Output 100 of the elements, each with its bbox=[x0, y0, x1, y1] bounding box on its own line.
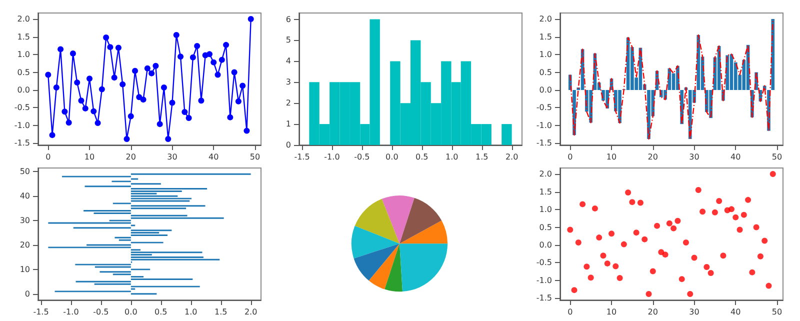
y-tick-label: 1.0 bbox=[539, 205, 552, 214]
point bbox=[720, 252, 726, 259]
x-tick-label: 30 bbox=[167, 152, 178, 162]
point bbox=[94, 120, 101, 126]
point bbox=[82, 105, 88, 112]
y-tick-label: 0 bbox=[24, 289, 30, 298]
y-tick-label: 2.0 bbox=[539, 14, 552, 24]
point bbox=[700, 208, 706, 215]
point bbox=[66, 120, 72, 126]
point bbox=[186, 115, 192, 122]
x-tick-label: 0.5 bbox=[154, 308, 168, 316]
x-tick-label: 0.0 bbox=[124, 308, 138, 316]
point bbox=[646, 290, 652, 297]
point bbox=[210, 59, 217, 66]
point bbox=[712, 209, 718, 216]
point bbox=[678, 276, 685, 282]
point bbox=[592, 205, 598, 212]
point bbox=[687, 290, 694, 297]
point bbox=[625, 189, 632, 196]
y-tick-label: 1 bbox=[286, 120, 291, 129]
point bbox=[708, 270, 714, 276]
x-tick-label: 1.0 bbox=[445, 152, 458, 162]
x-tick-label: 1.0 bbox=[184, 308, 198, 316]
point bbox=[762, 238, 768, 244]
y-tick-label: 4 bbox=[286, 56, 291, 66]
point bbox=[757, 253, 764, 260]
x-tick-label: -1.5 bbox=[294, 152, 310, 162]
x-tick-label: 10 bbox=[606, 308, 617, 316]
point bbox=[136, 94, 142, 100]
point bbox=[662, 252, 668, 258]
point bbox=[740, 212, 747, 218]
x-tick-label: 1.5 bbox=[214, 308, 228, 316]
point bbox=[620, 241, 627, 248]
y-tick-label: -1.5 bbox=[14, 138, 30, 148]
point bbox=[674, 218, 681, 224]
point bbox=[98, 86, 105, 92]
point bbox=[120, 81, 126, 88]
y-tick-label: 10 bbox=[20, 264, 30, 274]
y-tick-label: 1.5 bbox=[539, 187, 552, 196]
point bbox=[140, 96, 146, 103]
x-tick-label: 1.5 bbox=[475, 152, 488, 162]
point bbox=[156, 121, 163, 128]
point bbox=[45, 72, 52, 78]
point bbox=[749, 269, 756, 276]
y-tick-label: 0.5 bbox=[539, 222, 552, 232]
x-tick-label: 50 bbox=[772, 308, 782, 316]
point bbox=[111, 74, 118, 81]
point bbox=[148, 70, 155, 76]
y-tick-label: 30 bbox=[20, 216, 30, 226]
point bbox=[650, 268, 656, 274]
y-tick-label: -0.5 bbox=[536, 258, 552, 268]
y-tick-label: 1.5 bbox=[17, 32, 30, 42]
line-series bbox=[570, 18, 774, 140]
point bbox=[588, 274, 594, 281]
point bbox=[165, 136, 172, 142]
point bbox=[629, 199, 636, 206]
point bbox=[206, 51, 212, 58]
point bbox=[218, 56, 225, 63]
point bbox=[107, 44, 114, 50]
point bbox=[571, 287, 578, 294]
point bbox=[753, 224, 760, 230]
x-tick-label: -1.5 bbox=[33, 308, 49, 316]
x-tick-label: 2.0 bbox=[244, 308, 258, 316]
point bbox=[745, 196, 752, 203]
y-tick-label: 0.5 bbox=[539, 68, 552, 77]
point bbox=[90, 108, 97, 114]
point bbox=[223, 42, 230, 48]
point bbox=[682, 240, 689, 246]
point bbox=[190, 54, 196, 60]
x-tick-label: 0 bbox=[46, 152, 51, 162]
x-tick-label: -0.5 bbox=[93, 308, 109, 316]
point bbox=[58, 46, 64, 52]
x-tick-label: 40 bbox=[208, 152, 219, 162]
point bbox=[70, 50, 76, 56]
point bbox=[654, 222, 660, 229]
x-tick-label: 50 bbox=[772, 152, 782, 162]
point bbox=[231, 69, 238, 76]
point bbox=[53, 84, 60, 91]
y-tick-label: 50 bbox=[20, 167, 30, 176]
point bbox=[637, 200, 644, 206]
y-tick-label: -0.5 bbox=[14, 103, 30, 112]
y-tick-label: -1.0 bbox=[536, 276, 552, 285]
y-tick-label: 0.0 bbox=[539, 240, 552, 250]
point bbox=[227, 114, 234, 120]
point bbox=[240, 82, 246, 89]
x-tick-label: 0 bbox=[568, 152, 573, 162]
point bbox=[244, 128, 250, 134]
point bbox=[666, 220, 672, 226]
y-tick-label: 1.0 bbox=[539, 50, 552, 60]
point bbox=[194, 43, 200, 49]
x-tick-label: 10 bbox=[84, 152, 95, 162]
y-tick-label: 20 bbox=[20, 240, 30, 250]
y-tick-label: 0.5 bbox=[17, 68, 30, 77]
x-tick-label: 40 bbox=[730, 152, 741, 162]
x-tick-label: 2.0 bbox=[505, 152, 518, 162]
point bbox=[235, 98, 242, 104]
point bbox=[616, 275, 623, 281]
y-tick-label: 3 bbox=[286, 78, 291, 87]
x-tick-label: -1.0 bbox=[63, 308, 79, 316]
point bbox=[584, 264, 590, 270]
